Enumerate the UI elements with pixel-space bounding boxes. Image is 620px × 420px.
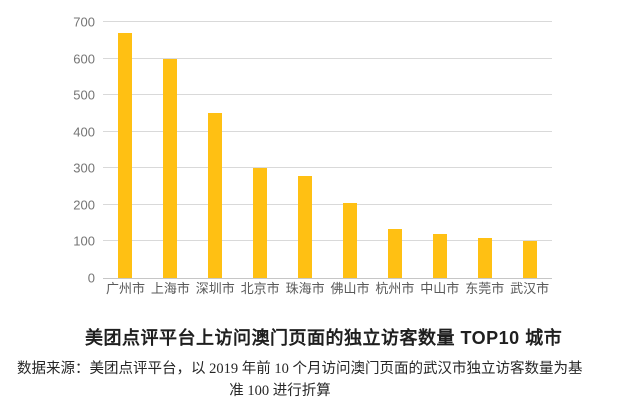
bar-slot-8 <box>417 22 462 278</box>
y-tick-label-600: 600 <box>73 51 95 67</box>
gridline-400 <box>103 130 552 132</box>
bar-slot-9 <box>462 22 507 278</box>
x-tick-label-10: 武汉市 <box>510 281 550 296</box>
bars-row <box>103 22 552 278</box>
bar-slot-3 <box>193 22 238 278</box>
bar-7 <box>387 228 402 278</box>
source-note: 数据来源：美团点评平台，以 2019 年前 10 个月访问澳门页面的武汉市独立访… <box>0 358 620 402</box>
plot-area <box>103 21 552 279</box>
bar-6 <box>342 203 357 278</box>
x-tick-label-1: 广州市 <box>105 281 145 296</box>
x-tick-label-8: 中山市 <box>420 281 460 296</box>
x-axis-labels: 广州市 上海市 深圳市 北京市 珠海市 佛山市 杭州市 中山市 东莞市 武汉市 <box>103 281 552 297</box>
y-tick-label-100: 100 <box>73 233 95 249</box>
x-tick-label-2: 上海市 <box>150 281 190 296</box>
y-tick-label-300: 300 <box>73 160 95 176</box>
bar-1 <box>118 32 133 278</box>
x-tick-label-9: 东莞市 <box>465 281 505 296</box>
gridline-600 <box>103 57 552 59</box>
bar-slot-6 <box>328 22 373 278</box>
bar-5 <box>298 175 313 278</box>
bar-8 <box>432 234 447 278</box>
x-tick-label-6: 佛山市 <box>330 281 370 296</box>
bar-2 <box>163 58 178 278</box>
bar-10 <box>522 241 537 278</box>
x-tick-label-7: 杭州市 <box>375 281 415 296</box>
x-tick-label-5: 珠海市 <box>285 281 325 296</box>
gridline-100 <box>103 240 552 242</box>
bar-slot-2 <box>148 22 193 278</box>
y-tick-label-700: 700 <box>73 14 95 30</box>
gridline-200 <box>103 203 552 205</box>
y-tick-label-0: 0 <box>87 270 95 286</box>
bar-4 <box>253 168 268 278</box>
x-tick-label-3: 深圳市 <box>195 281 235 296</box>
bar-9 <box>477 237 492 278</box>
gridline-300 <box>103 167 552 169</box>
bar-slot-1 <box>103 22 148 278</box>
chart-title: 美团点评平台上访问澳门页面的独立访客数量 TOP10 城市 <box>85 328 563 348</box>
bar-slot-10 <box>507 22 552 278</box>
y-tick-label-200: 200 <box>73 197 95 213</box>
bar-3 <box>208 113 223 278</box>
gridline-700 <box>103 21 552 22</box>
gridline-500 <box>103 94 552 96</box>
y-axis-labels: 0 100 200 300 400 500 600 700 <box>0 16 95 285</box>
source-note-line1: 数据来源：美团点评平台，以 2019 年前 10 个月访问澳门页面的武汉市独立访… <box>17 361 583 377</box>
source-note-line2: 准 100 进行折算 <box>229 383 331 399</box>
x-tick-label-4: 北京市 <box>240 281 280 296</box>
y-tick-label-500: 500 <box>73 87 95 103</box>
bar-slot-5 <box>283 22 328 278</box>
bar-slot-7 <box>372 22 417 278</box>
bar-slot-4 <box>238 22 283 278</box>
y-tick-label-400: 400 <box>73 124 95 140</box>
